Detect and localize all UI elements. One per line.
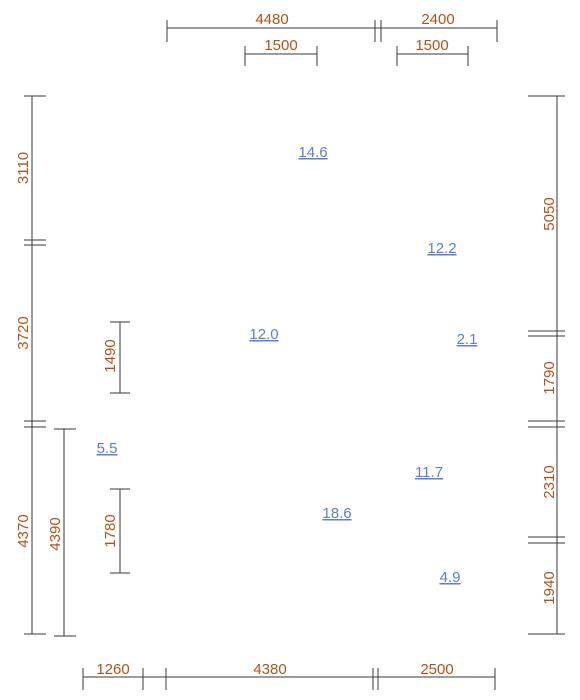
room-area-label: 5.5 <box>97 440 118 457</box>
dimension-label: 3720 <box>15 316 32 349</box>
left-inner-dimension: 4390 <box>47 428 76 637</box>
right-dimension-chain: 5050 1790 2310 1940 <box>528 95 565 635</box>
dimension-label: 4380 <box>253 661 286 678</box>
room-area-label: 2.1 <box>457 331 478 348</box>
dimension-label: 1790 <box>541 361 558 394</box>
bottom-dimension-chain: 1260 4380 2500 <box>82 661 496 690</box>
dimension-label: 4370 <box>15 514 32 547</box>
dimension-label: 4390 <box>47 517 64 550</box>
room-area-label: 14.6 <box>298 144 327 161</box>
top-outer-dimension-chain: 4480 2400 <box>166 11 498 42</box>
top-inner-dimensions: 1500 1500 <box>244 37 469 66</box>
left-interior-dimensions: 1490 1780 <box>102 321 130 574</box>
room-area-label: 12.0 <box>249 326 278 343</box>
dimension-label: 1490 <box>102 339 119 372</box>
dimension-label: 3110 <box>15 152 32 184</box>
dimension-label: 2310 <box>541 465 558 498</box>
room-area-labels: 14.6 12.2 12.0 2.1 5.5 11.7 18.6 4.9 <box>97 144 478 586</box>
dimension-label: 1940 <box>541 571 558 604</box>
room-area-label: 11.7 <box>415 464 443 481</box>
dimension-label: 1500 <box>415 37 448 54</box>
dimension-label: 1260 <box>96 661 129 678</box>
room-area-label: 12.2 <box>427 240 456 257</box>
dimension-label: 2500 <box>420 661 453 678</box>
dimension-label: 2400 <box>421 11 454 28</box>
dimension-label: 1780 <box>102 514 119 547</box>
dimension-label: 4480 <box>255 11 288 28</box>
dimension-label: 1500 <box>264 37 297 54</box>
left-dimension-chain: 3110 3720 4370 <box>15 95 46 635</box>
dimension-label: 5050 <box>541 197 558 230</box>
room-area-label: 18.6 <box>322 505 351 522</box>
room-area-label: 4.9 <box>440 569 461 586</box>
